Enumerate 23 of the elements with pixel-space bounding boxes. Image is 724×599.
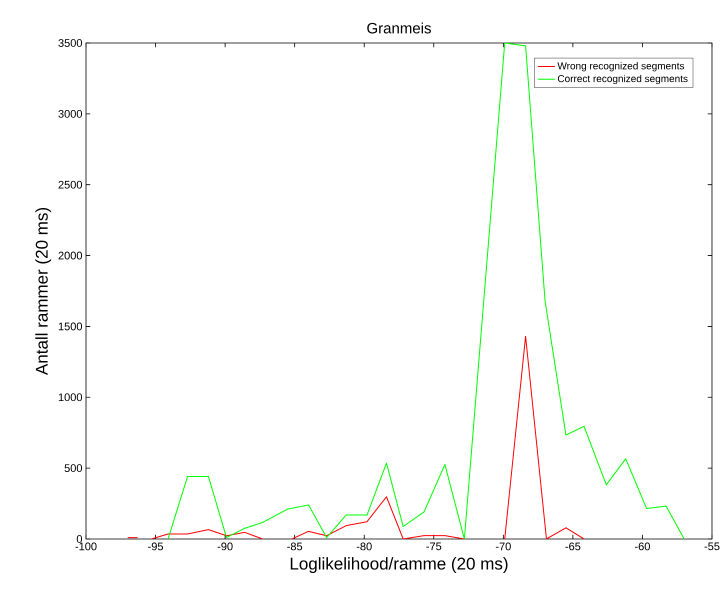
x-tick-label: -90 (218, 542, 233, 550)
x-tick-label: -70 (496, 542, 511, 550)
x-axis-title: Loglikelihood/ramme (20 ms) (290, 557, 508, 574)
x-tick-label: -100 (75, 542, 97, 550)
x-tick-label: -60 (634, 542, 650, 550)
chart-title: Granmeis (367, 22, 431, 34)
y-tick-label: 2000 (58, 252, 82, 260)
x-tick-label: -75 (426, 542, 442, 550)
y-tick-label: 500 (64, 464, 82, 472)
y-tick-label: 1000 (58, 393, 82, 402)
x-tick-label: -65 (565, 542, 580, 550)
y-tick-label: 2500 (58, 180, 82, 189)
y-tick-label: 1500 (58, 322, 82, 330)
y-tick-label: 3000 (58, 110, 82, 118)
y-axis-title: Antall rammer (20 ms) (35, 208, 52, 376)
y-tick-label: 0 (76, 535, 82, 543)
x-tick-label: -55 (704, 542, 720, 550)
x-tick-label: -80 (356, 542, 372, 550)
x-tick-label: -85 (287, 542, 302, 550)
legend-label: Wrong recognized segments (557, 62, 684, 72)
legend-label: Correct recognized segments (558, 74, 688, 84)
x-tick-label: -95 (148, 542, 164, 550)
y-tick-label: 3500 (58, 39, 82, 47)
